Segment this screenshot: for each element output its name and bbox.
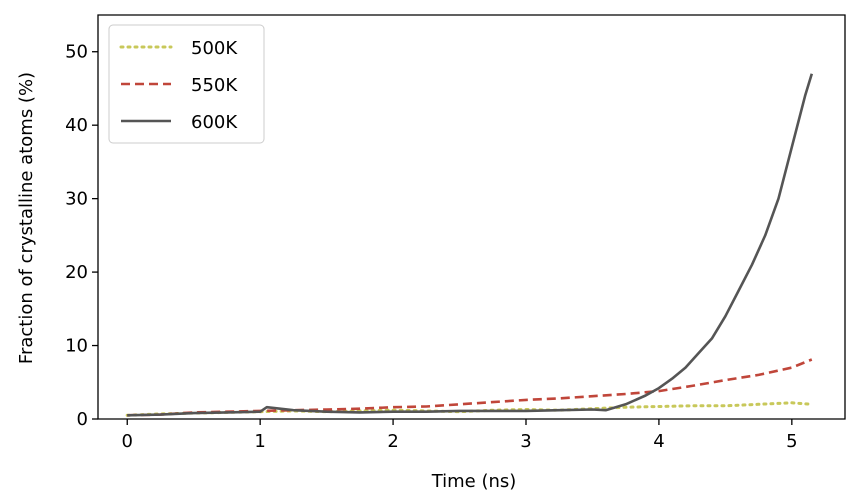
y-tick-label: 30 (65, 189, 88, 210)
legend-label-2: 600K (191, 112, 238, 133)
x-tick-label: 5 (786, 431, 797, 452)
legend-box (108, 24, 265, 144)
x-tick-label: 4 (653, 431, 664, 452)
legend-label-0: 500K (191, 38, 238, 59)
legend-label-1: 550K (191, 75, 238, 96)
axes-frame (97, 14, 846, 420)
y-axis-title: Fraction of crystalline atoms (%) (16, 72, 37, 364)
x-tick-label: 0 (122, 431, 133, 452)
legend: 500K 550K 600K (108, 24, 265, 144)
y-tick-label: 10 (65, 336, 88, 357)
y-tick-label: 20 (65, 262, 88, 283)
x-tick-label: 1 (254, 431, 265, 452)
y-tick-label: 50 (65, 42, 88, 63)
x-tick-label: 2 (387, 431, 398, 452)
x-tick-label: 3 (520, 431, 531, 452)
x-axis-title: Time (ns) (431, 471, 517, 492)
series-layer (125, 73, 814, 417)
series-line-2 (127, 73, 814, 417)
y-tick-label: 40 (65, 115, 88, 136)
y-tick-label: 0 (77, 409, 88, 430)
